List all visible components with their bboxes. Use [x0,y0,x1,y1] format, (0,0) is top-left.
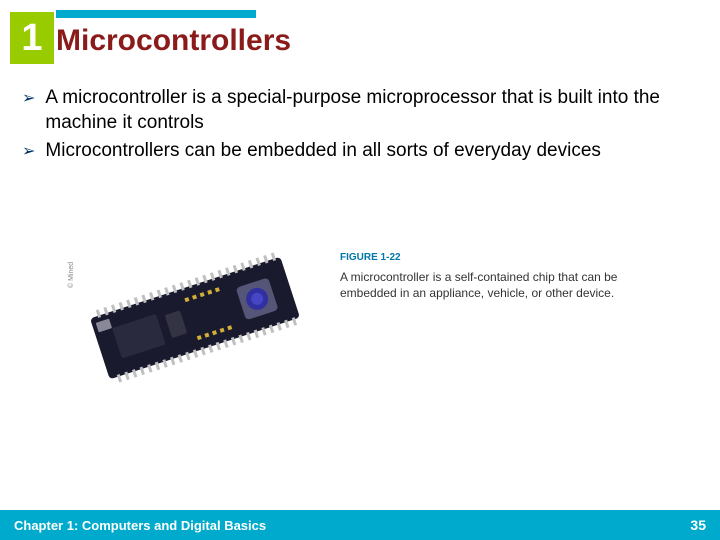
mcu-svg-icon [80,248,310,388]
chapter-badge: 1 [10,12,54,64]
page-number: 35 [690,517,706,533]
figure-section: © Mined FIGURE 1-22 A microcontroller is… [80,248,660,388]
bullet-arrow-icon: ➢ [22,142,35,164]
bullet-list: ➢ A microcontroller is a special-purpose… [22,86,698,168]
footer-bar: Chapter 1: Computers and Digital Basics … [0,510,720,540]
slide-title: Microcontrollers [56,24,291,58]
list-item: ➢ A microcontroller is a special-purpose… [22,86,698,135]
bullet-arrow-icon: ➢ [22,89,35,135]
microcontroller-image: © Mined [80,248,310,388]
image-credit: © Mined [68,262,75,288]
chapter-number: 1 [21,17,42,60]
footer-chapter-title: Chapter 1: Computers and Digital Basics [14,518,266,533]
list-item: ➢ Microcontrollers can be embedded in al… [22,139,698,164]
figure-label: FIGURE 1-22 [340,252,660,263]
figure-caption-text: A microcontroller is a self-contained ch… [340,269,660,301]
title-section: Microcontrollers [56,10,291,58]
bullet-text: A microcontroller is a special-purpose m… [45,86,698,135]
figure-caption-block: FIGURE 1-22 A microcontroller is a self-… [340,248,660,301]
title-accent-bar [56,10,256,18]
bullet-text: Microcontrollers can be embedded in all … [45,139,601,164]
